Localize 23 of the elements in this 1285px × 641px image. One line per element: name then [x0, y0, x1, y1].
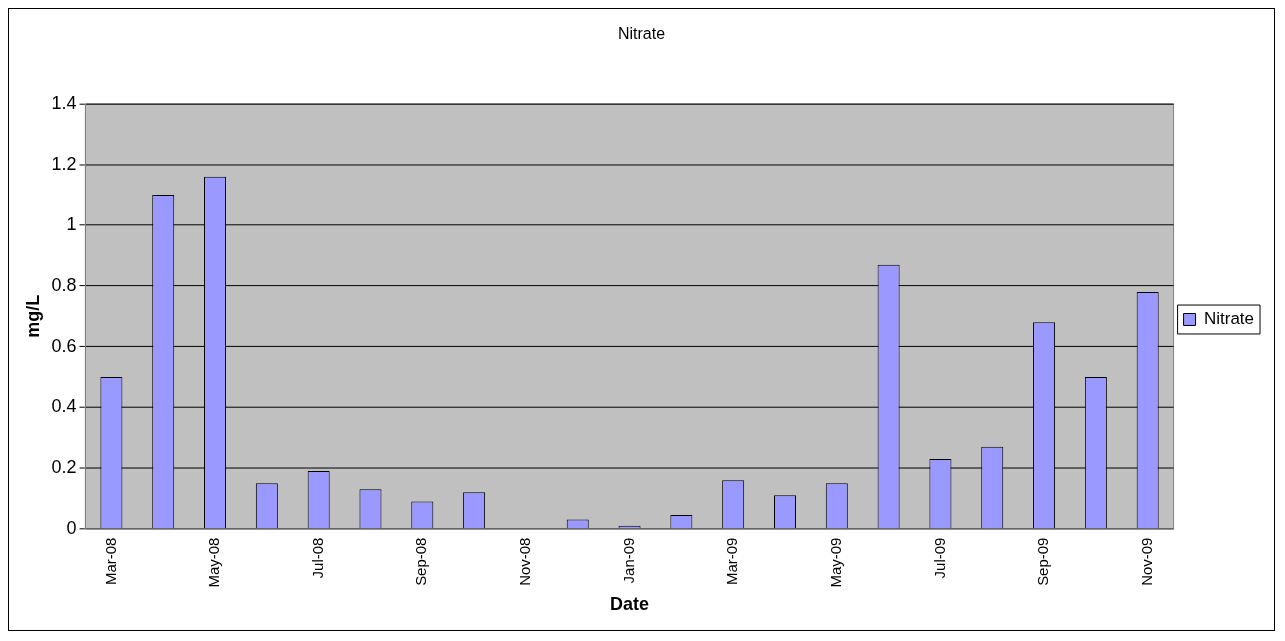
y-tick-label: 1.4: [51, 92, 77, 113]
y-axis-title: mg/L: [22, 294, 43, 338]
x-tick-label: Mar-09: [723, 537, 741, 586]
x-tick-label: Sep-08: [412, 537, 430, 586]
y-tick-label: 0.2: [51, 456, 77, 477]
x-axis-title: Date: [610, 594, 650, 615]
y-tick-label: 0.8: [51, 274, 77, 295]
x-tick-label: Nov-09: [1137, 537, 1155, 586]
y-tick-label: 1: [66, 214, 77, 235]
y-tick-label: 1.2: [51, 153, 77, 174]
x-tick-label: Sep-09: [1034, 537, 1052, 586]
x-tick-label: Mar-08: [101, 537, 119, 586]
x-tick-label: Jul-09: [930, 537, 948, 579]
y-tick-label: 0: [66, 517, 77, 538]
y-tick-label: 0.6: [51, 335, 77, 356]
legend-label: Nitrate: [1204, 309, 1254, 329]
x-tick-label: Jul-08: [308, 537, 326, 579]
x-tick-label: Nov-08: [516, 537, 534, 586]
x-tick-label: May-08: [205, 537, 223, 588]
x-tick-label: May-09: [826, 537, 844, 588]
y-tick-label: 0.4: [51, 396, 77, 417]
chart-title: Nitrate: [617, 24, 666, 42]
x-tick-label: Jan-09: [619, 537, 637, 584]
